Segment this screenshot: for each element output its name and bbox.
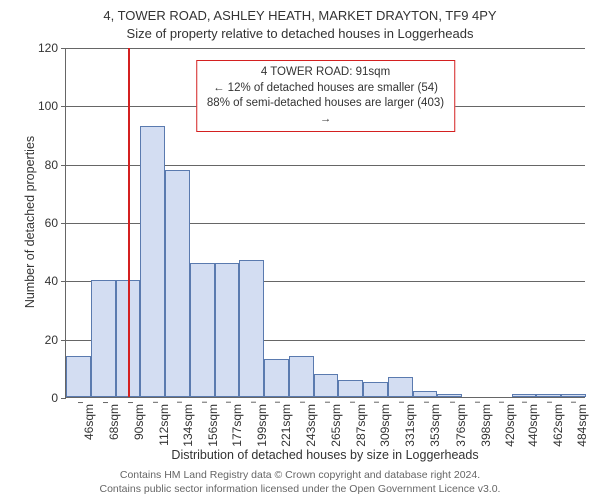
x-tick-label: 309sqm bbox=[378, 404, 392, 447]
x-tick-label: 440sqm bbox=[526, 404, 540, 447]
footer-attribution: Contains HM Land Registry data © Crown c… bbox=[0, 468, 600, 496]
histogram-bar bbox=[512, 394, 537, 397]
x-tick-label: 265sqm bbox=[329, 404, 343, 447]
x-tick-label: 376sqm bbox=[454, 404, 468, 447]
x-tick-label: 287sqm bbox=[354, 404, 368, 447]
histogram-bar bbox=[215, 263, 240, 397]
reference-line bbox=[128, 48, 130, 397]
histogram-bar bbox=[388, 377, 413, 397]
x-tick-label: 420sqm bbox=[503, 404, 517, 447]
x-tick-label: 243sqm bbox=[304, 404, 318, 447]
x-tick-label: 353sqm bbox=[428, 404, 442, 447]
x-axis-label: Distribution of detached houses by size … bbox=[65, 448, 585, 462]
plot-area: 02040608010012046sqm68sqm90sqm112sqm134s… bbox=[65, 48, 585, 398]
histogram-bar bbox=[165, 170, 190, 398]
histogram-bar bbox=[140, 126, 165, 397]
y-tick-label: 120 bbox=[26, 42, 58, 54]
footer-line: Contains HM Land Registry data © Crown c… bbox=[0, 468, 600, 482]
histogram-bar bbox=[239, 260, 264, 397]
x-tick-label: 221sqm bbox=[279, 404, 293, 447]
x-tick-label: 134sqm bbox=[181, 404, 195, 447]
y-tick-label: 0 bbox=[26, 392, 58, 404]
annotation-line: ← 12% of detached houses are smaller (54… bbox=[205, 81, 447, 97]
x-tick-label: 68sqm bbox=[107, 404, 121, 440]
histogram-bar bbox=[289, 356, 314, 397]
histogram-bar bbox=[536, 394, 561, 397]
y-tick-label: 20 bbox=[26, 334, 58, 346]
histogram-bar bbox=[363, 382, 388, 397]
annotation-line: 4 TOWER ROAD: 91sqm bbox=[205, 65, 447, 81]
chart-title-sub: Size of property relative to detached ho… bbox=[0, 26, 600, 41]
histogram-bar bbox=[190, 263, 215, 397]
x-tick-label: 177sqm bbox=[230, 404, 244, 447]
x-tick-label: 398sqm bbox=[479, 404, 493, 447]
histogram-bar bbox=[264, 359, 289, 397]
x-tick-label: 462sqm bbox=[551, 404, 565, 447]
histogram-bar bbox=[413, 391, 438, 397]
y-axis-label: Number of detached properties bbox=[23, 122, 37, 322]
chart-container: 4, TOWER ROAD, ASHLEY HEATH, MARKET DRAY… bbox=[0, 0, 600, 500]
histogram-bar bbox=[338, 380, 363, 398]
annotation-line: 88% of semi-detached houses are larger (… bbox=[205, 96, 447, 127]
footer-line: Contains public sector information licen… bbox=[0, 482, 600, 496]
histogram-bar bbox=[561, 394, 586, 397]
x-tick-label: 331sqm bbox=[403, 404, 417, 447]
annotation-box: 4 TOWER ROAD: 91sqm ← 12% of detached ho… bbox=[196, 60, 456, 132]
grid-line bbox=[66, 48, 585, 49]
histogram-bar bbox=[91, 280, 116, 397]
histogram-bar bbox=[437, 394, 462, 397]
y-tick-label: 100 bbox=[26, 100, 58, 112]
histogram-bar bbox=[66, 356, 91, 397]
histogram-bar bbox=[314, 374, 339, 397]
x-tick-label: 199sqm bbox=[255, 404, 269, 447]
x-tick-label: 90sqm bbox=[132, 404, 146, 440]
x-tick-label: 46sqm bbox=[82, 404, 96, 440]
chart-title-main: 4, TOWER ROAD, ASHLEY HEATH, MARKET DRAY… bbox=[0, 8, 600, 23]
x-tick-label: 112sqm bbox=[157, 404, 171, 446]
x-tick-label: 156sqm bbox=[206, 404, 220, 447]
x-tick-label: 484sqm bbox=[575, 404, 589, 447]
